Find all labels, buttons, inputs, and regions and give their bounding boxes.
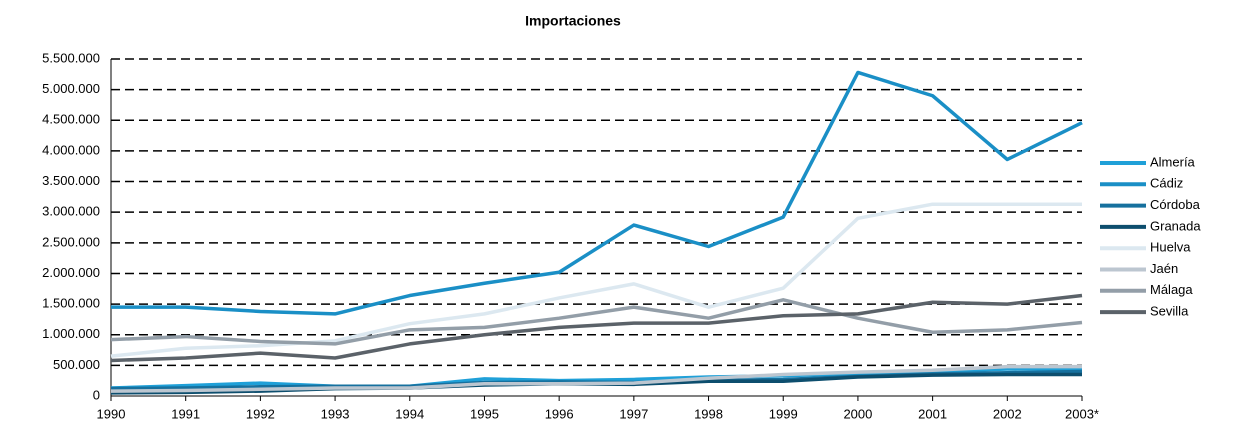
legend-label: Cádiz — [1150, 176, 1183, 191]
series-line — [110, 298, 1083, 346]
chart-title: Importaciones — [525, 13, 621, 29]
x-tick-label: 1992 — [246, 406, 275, 421]
y-tick-label: 3.000.000 — [42, 204, 100, 219]
x-tick-label: 1997 — [619, 406, 648, 421]
series-line — [110, 293, 1083, 363]
x-tick-label: 1994 — [395, 406, 424, 421]
y-tick-label: 500.000 — [53, 357, 100, 372]
series-line — [110, 202, 1082, 358]
y-tick-label: 2.500.000 — [42, 234, 100, 249]
y-tick-label: 3.500.000 — [42, 173, 100, 188]
y-tick-label: 0 — [93, 387, 100, 402]
x-tick-label: 1990 — [97, 406, 126, 421]
y-tick-label: 5.500.000 — [42, 50, 100, 65]
x-tick-label: 2003* — [1065, 406, 1099, 421]
legend-label: Huelva — [1150, 240, 1191, 255]
legend-label: Sevilla — [1150, 304, 1189, 319]
x-tick-label: 2001 — [918, 406, 947, 421]
x-tick-label: 1999 — [769, 406, 798, 421]
y-tick-label: 2.000.000 — [42, 265, 100, 280]
legend-label: Málaga — [1150, 282, 1193, 297]
legend-label: Almería — [1150, 154, 1196, 169]
series-line — [111, 70, 1083, 316]
x-tick-label: 1995 — [470, 406, 499, 421]
series-line — [110, 364, 1082, 393]
x-tick-label: 1993 — [321, 406, 350, 421]
legend-label: Jaén — [1150, 261, 1178, 276]
x-tick-label: 1991 — [171, 406, 200, 421]
y-tick-label: 5.000.000 — [42, 81, 100, 96]
x-tick-label: 1996 — [545, 406, 574, 421]
legend-label: Córdoba — [1150, 197, 1201, 212]
y-tick-label: 1.500.000 — [42, 296, 100, 311]
legend-label: Granada — [1150, 218, 1201, 233]
y-tick-label: 1.000.000 — [42, 326, 100, 341]
x-tick-label: 2000 — [843, 406, 872, 421]
x-tick-label: 1998 — [694, 406, 723, 421]
y-tick-label: 4.500.000 — [42, 112, 100, 127]
y-tick-label: 4.000.000 — [42, 142, 100, 157]
x-tick-label: 2002 — [993, 406, 1022, 421]
